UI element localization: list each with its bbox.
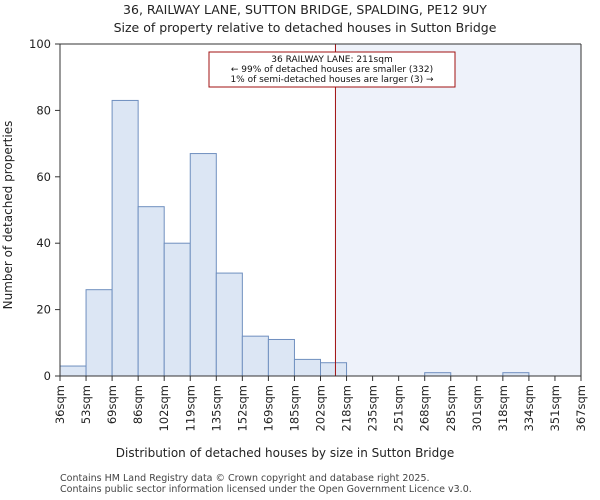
x-tick-label: 53sqm	[79, 385, 93, 424]
bar-152sqm	[241, 335, 269, 377]
x-tick-label: 367sqm	[574, 385, 588, 431]
footer-licence: Contains public sector information licen…	[60, 484, 472, 495]
x-tick-label: 119sqm	[183, 385, 197, 431]
bar-202sqm	[320, 362, 348, 377]
x-tick-label: 69sqm	[105, 385, 119, 424]
y-axis-ticks: 0 20 40 60 80 100	[29, 37, 60, 383]
y-axis-label: Number of detached properties	[1, 121, 15, 310]
chart-title: 36, RAILWAY LANE, SUTTON BRIDGE, SPALDIN…	[123, 2, 487, 17]
annotation-border	[208, 51, 456, 88]
bar-86sqm	[137, 206, 165, 377]
bar-119sqm	[189, 153, 217, 377]
y-tick-label: 0	[44, 369, 51, 383]
y-tick-label: 20	[36, 303, 51, 317]
x-tick-label: 318sqm	[496, 385, 510, 431]
x-tick-label: 351sqm	[548, 385, 562, 431]
y-tick-label: 100	[29, 37, 51, 51]
footer-copyright: Contains HM Land Registry data © Crown c…	[60, 473, 430, 484]
x-tick-label: 86sqm	[131, 385, 145, 424]
bar-185sqm	[293, 358, 322, 377]
x-tick-label: 135sqm	[209, 385, 223, 431]
annotation-line-1: 36 RAILWAY LANE: 211sqm	[271, 55, 392, 65]
x-tick-label: 185sqm	[287, 385, 301, 431]
larger-region-shade	[335, 44, 581, 376]
x-tick-label: 202sqm	[314, 385, 328, 431]
annotation-line-2: ← 99% of detached houses are smaller (33…	[231, 65, 433, 75]
chart-subtitle: Size of property relative to detached ho…	[114, 20, 497, 35]
x-tick-label: 152sqm	[235, 385, 249, 431]
bar-102sqm	[163, 242, 191, 377]
x-tick-label: 169sqm	[261, 385, 275, 431]
bar-135sqm	[215, 272, 243, 377]
x-tick-label: 251sqm	[392, 385, 406, 431]
x-tick-label: 36sqm	[53, 385, 67, 424]
bars-group	[59, 99, 530, 377]
annotation-box: 36 RAILWAY LANE: 211sqm ← 99% of detache…	[208, 51, 456, 88]
bar-69sqm	[111, 99, 139, 377]
x-tick-label: 334sqm	[522, 385, 536, 431]
y-tick-label: 40	[36, 236, 51, 250]
x-tick-label: 102sqm	[157, 385, 171, 431]
x-tick-label: 235sqm	[366, 385, 380, 431]
x-tick-label: 218sqm	[340, 385, 354, 431]
annotation-line-3: 1% of semi-detached houses are larger (3…	[230, 75, 434, 85]
x-tick-label: 301sqm	[470, 385, 484, 431]
x-axis-label: Distribution of detached houses by size …	[116, 446, 454, 460]
y-tick-label: 80	[36, 103, 51, 117]
x-tick-label: 285sqm	[444, 385, 458, 431]
x-tick-label: 268sqm	[418, 385, 432, 431]
y-tick-label: 60	[36, 170, 51, 184]
bar-53sqm	[85, 289, 113, 377]
bar-36sqm	[59, 365, 87, 377]
bar-169sqm	[267, 338, 295, 377]
x-axis-ticks: 36sqm 53sqm 69sqm 86sqm 102sqm 119sqm 135sqm 15…	[53, 376, 588, 431]
